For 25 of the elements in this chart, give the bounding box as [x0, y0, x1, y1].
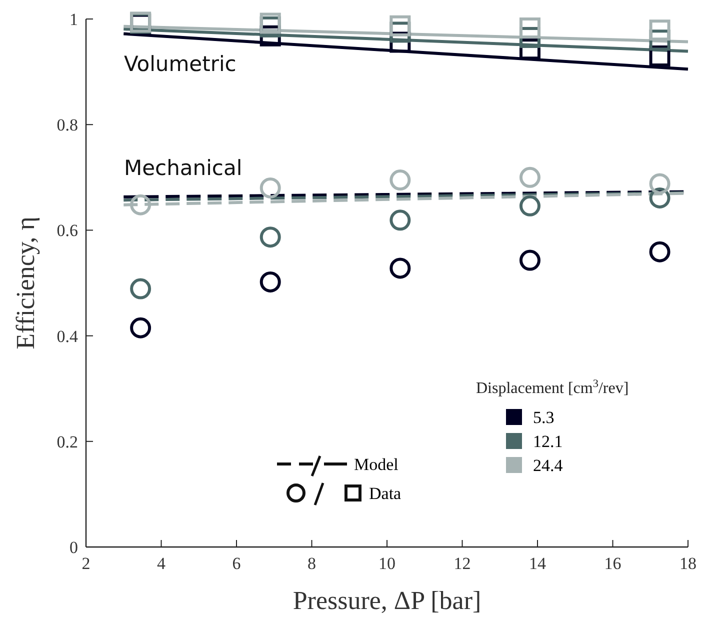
y-tick-label: 0.8: [56, 116, 78, 135]
legend-title: Displacement [cm$^{3}$/rev]: [476, 378, 629, 397]
x-tick-label: 16: [604, 554, 622, 573]
x-tick-label: 12: [454, 554, 471, 573]
x-tick-label: 2: [82, 554, 90, 573]
x-axis-title: Pressure, ΔP [bar]: [292, 586, 482, 615]
annotation: Volumetric: [124, 52, 236, 76]
y-tick-label: 0.6: [56, 221, 78, 240]
annotation: Mechanical: [124, 156, 242, 180]
x-tick-label: 8: [308, 554, 316, 573]
annotation: Model: [354, 455, 399, 474]
legend-label: 24.4: [533, 456, 564, 475]
y-tick-label: 0.4: [56, 326, 78, 346]
x-tick-label: 14: [529, 554, 546, 573]
legend-label: 12.1: [533, 432, 563, 451]
x-tick-label: 4: [157, 554, 166, 573]
y-tick-label: 0: [70, 538, 78, 557]
legend-label: 5.3: [533, 408, 554, 427]
annotation: Data: [369, 484, 402, 503]
y-tick-label: 0.2: [56, 432, 78, 452]
x-tick-label: 6: [232, 554, 241, 573]
x-tick-label: 10: [378, 554, 396, 573]
y-tick-label: 1: [70, 10, 78, 29]
x-tick-label: 18: [680, 554, 696, 573]
y-axis-title: Efficiency, η: [11, 216, 40, 350]
